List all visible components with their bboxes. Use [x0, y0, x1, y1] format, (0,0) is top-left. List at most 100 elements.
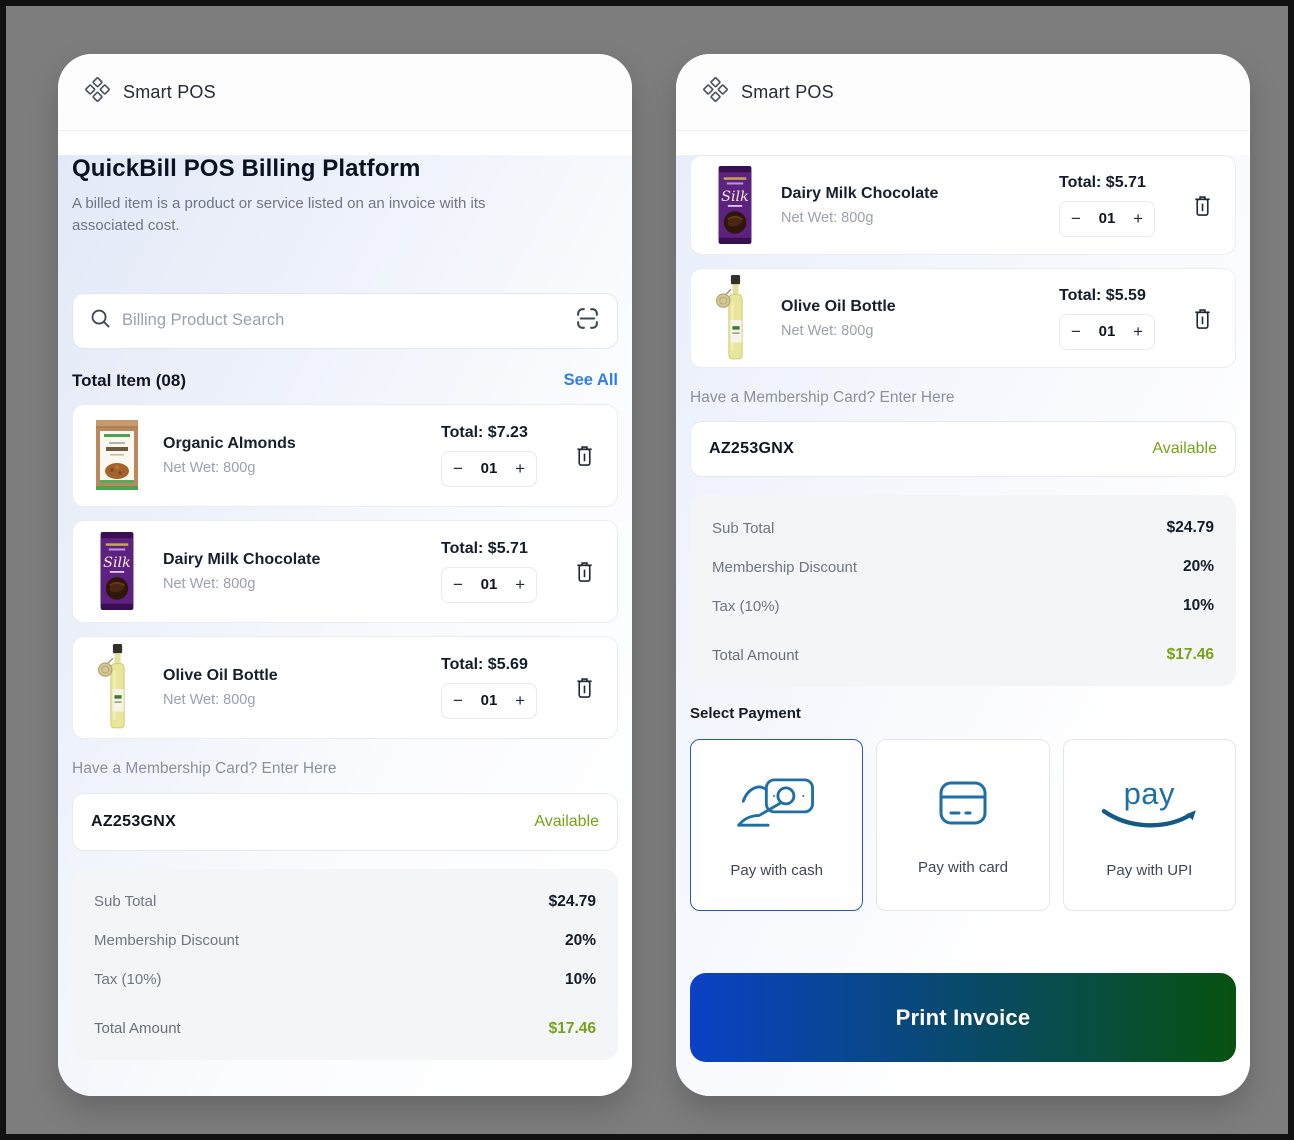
billed-item-dairy-milk: Silk Dairy Milk Chocolate Net Wet: 800g …: [72, 519, 618, 623]
decrease-quantity-button[interactable]: −: [453, 459, 463, 478]
quantity-value: 01: [480, 460, 498, 477]
membership-status-badge: Available: [534, 812, 599, 830]
item-name: Organic Almonds: [163, 434, 296, 452]
cash-hand-icon: [734, 771, 820, 840]
summary-row-tax: Tax (10%) 10%: [712, 597, 1214, 615]
summary-total-value: $17.46: [548, 1019, 596, 1037]
summary-label: Membership Discount: [94, 932, 240, 949]
page-subtitle: A billed item is a product or service li…: [72, 195, 486, 234]
payment-options: Pay with cash Pay with card pay: [690, 739, 1236, 911]
smart-pos-logo-icon: [702, 76, 729, 108]
billing-summary: Sub Total $24.79 Membership Discount 20%…: [690, 495, 1236, 686]
decrease-quantity-button[interactable]: −: [1071, 322, 1081, 341]
summary-row-tax: Tax (10%) 10%: [94, 971, 596, 989]
item-total-price: Total: $5.59: [1059, 286, 1146, 304]
billing-summary: Sub Total $24.79 Membership Discount 20%…: [72, 868, 618, 1060]
membership-code-value: AZ253GNX: [91, 812, 177, 830]
summary-row-total: Total Amount $17.46: [94, 1020, 596, 1038]
delete-item-button[interactable]: [567, 675, 601, 700]
left-pos-panel: Smart POS QuickBill POS Billing Platform…: [58, 54, 632, 1096]
almonds-product-image: [85, 413, 149, 497]
summary-value: $24.79: [548, 892, 596, 910]
delete-item-button[interactable]: [567, 559, 601, 584]
smart-pos-logo-icon: [84, 76, 111, 108]
pay-with-cash-option[interactable]: Pay with cash: [690, 739, 864, 911]
quantity-stepper: − 01 +: [441, 566, 537, 603]
payment-option-label: Pay with card: [917, 859, 1009, 876]
summary-label: Tax (10%): [94, 971, 162, 988]
olive-oil-product-image: [703, 275, 767, 360]
membership-prompt-label: Have a Membership Card? Enter Here: [72, 759, 337, 777]
quantity-stepper: − 01 +: [1059, 200, 1155, 237]
left-app-header: Smart POS: [58, 54, 632, 131]
payment-option-label: Pay with UPI: [1106, 861, 1193, 879]
amazon-pay-logo: pay: [1097, 772, 1201, 840]
summary-value: 20%: [564, 931, 596, 949]
quantity-value: 01: [480, 692, 498, 709]
summary-value: $24.79: [1166, 519, 1214, 536]
item-total-price: Total: $5.71: [1059, 173, 1146, 191]
credit-card-icon: [927, 774, 999, 837]
increase-quantity-button[interactable]: +: [1133, 209, 1143, 228]
increase-quantity-button[interactable]: +: [515, 459, 525, 478]
item-net-weight: Net Wet: 800g: [163, 575, 256, 592]
amazon-pay-word: pay: [1123, 775, 1176, 811]
summary-row-subtotal: Sub Total $24.79: [94, 893, 596, 911]
left-content: QuickBill POS Billing Platform A billed …: [58, 155, 632, 1096]
summary-label: Sub Total: [94, 893, 157, 910]
increase-quantity-button[interactable]: +: [515, 691, 525, 710]
membership-status-badge: Available: [1152, 440, 1217, 457]
item-name: Olive Oil Bottle: [781, 297, 896, 315]
item-net-weight: Net Wet: 800g: [163, 459, 256, 476]
app-title: Smart POS: [741, 81, 834, 102]
summary-value: 10%: [1182, 597, 1214, 614]
olive-oil-product-image: [85, 644, 149, 729]
summary-value: 10%: [564, 970, 596, 988]
right-pos-panel: Smart POS Silk Dairy Milk Chocolate: [676, 54, 1250, 1096]
delete-item-button[interactable]: [1185, 306, 1219, 331]
billing-search-bar: [72, 292, 618, 349]
right-content: Silk Dairy Milk Chocolate Net Wet: 800g …: [676, 155, 1250, 1096]
select-payment-label: Select Payment: [690, 705, 801, 722]
see-all-link[interactable]: See All: [563, 371, 618, 389]
print-invoice-button[interactable]: Print Invoice: [690, 973, 1236, 1062]
barcode-scan-icon[interactable]: [574, 305, 601, 337]
item-total-price: Total: $5.71: [441, 539, 528, 557]
decrease-quantity-button[interactable]: −: [1071, 209, 1081, 228]
billed-item-dairy-milk: Silk Dairy Milk Chocolate Net Wet: 800g …: [690, 155, 1236, 255]
item-name: Dairy Milk Chocolate: [163, 550, 321, 568]
dairy-milk-product-image: Silk: [85, 529, 149, 613]
total-item-count: Total Item (08): [72, 370, 186, 390]
quantity-stepper: − 01 +: [441, 450, 537, 487]
delete-item-button[interactable]: [567, 443, 601, 468]
summary-label: Total Amount: [94, 1020, 181, 1037]
pay-with-upi-option[interactable]: pay Pay with UPI: [1062, 739, 1236, 911]
decrease-quantity-button[interactable]: −: [453, 575, 463, 594]
membership-prompt-label: Have a Membership Card? Enter Here: [690, 389, 955, 406]
membership-code-field[interactable]: AZ253GNX Available: [690, 421, 1236, 477]
quantity-value: 01: [1098, 323, 1116, 340]
summary-value: 20%: [1182, 558, 1214, 575]
item-name: Olive Oil Bottle: [163, 666, 278, 684]
summary-total-value: $17.46: [1166, 646, 1214, 663]
summary-label: Total Amount: [712, 646, 799, 664]
search-icon: [89, 307, 112, 335]
quantity-value: 01: [1098, 210, 1116, 227]
membership-code-field[interactable]: AZ253GNX Available: [72, 792, 618, 851]
item-net-weight: Net Wet: 800g: [781, 209, 874, 226]
dairy-milk-product-image: Silk: [703, 163, 767, 247]
summary-row-discount: Membership Discount 20%: [94, 932, 596, 950]
svg-text:Silk: Silk: [103, 555, 131, 571]
app-title: Smart POS: [123, 81, 216, 102]
quantity-value: 01: [480, 576, 498, 593]
search-input[interactable]: [122, 311, 564, 330]
decrease-quantity-button[interactable]: −: [453, 691, 463, 710]
billed-item-olive-oil: Olive Oil Bottle Net Wet: 800g Total: $5…: [72, 635, 618, 739]
item-name: Dairy Milk Chocolate: [781, 184, 939, 202]
increase-quantity-button[interactable]: +: [1133, 322, 1143, 341]
increase-quantity-button[interactable]: +: [515, 575, 525, 594]
totals-row: Total Item (08) See All: [72, 371, 618, 391]
pay-with-card-option[interactable]: Pay with card: [876, 739, 1050, 911]
membership-code-value: AZ253GNX: [709, 440, 795, 457]
delete-item-button[interactable]: [1185, 193, 1219, 218]
